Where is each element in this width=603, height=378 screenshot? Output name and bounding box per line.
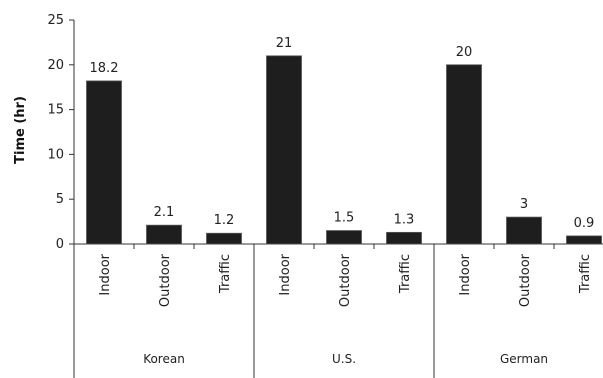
group-label: U.S. [332, 352, 356, 366]
data-label: 2.1 [154, 205, 175, 220]
bar-us-outdoor [326, 230, 362, 245]
data-label: 1.3 [394, 212, 415, 227]
y-tick-label: 0 [56, 237, 64, 252]
group-label: Korean [143, 352, 185, 366]
data-label: 3 [520, 197, 528, 212]
data-label: 1.5 [334, 211, 355, 226]
category-label: Traffic [398, 254, 413, 294]
y-tick-label: 20 [47, 58, 64, 73]
category-label: Indoor [458, 253, 473, 295]
y-tick-label: 5 [56, 192, 64, 207]
data-label: 0.9 [574, 216, 595, 231]
category-label: Indoor [98, 253, 113, 295]
bar-german-traffic [566, 235, 602, 245]
category-label: Traffic [578, 254, 593, 294]
y-tick-label: 15 [47, 103, 64, 118]
group-label: German [500, 352, 548, 366]
category-label: Outdoor [338, 253, 353, 307]
y-tick-label: 25 [47, 13, 64, 28]
labels: 18.2 Indoor 2.1 Outdoor 1.2 Traffic Korean 21 In… [90, 36, 595, 366]
bar-us-indoor [266, 55, 302, 245]
bars [86, 55, 602, 245]
data-label: 1.2 [214, 213, 235, 228]
bar-german-indoor [446, 64, 482, 245]
y-tick-label: 10 [47, 147, 64, 162]
axes: 0 5 10 15 20 25 [47, 13, 603, 378]
category-label: Indoor [278, 253, 293, 295]
bar-korean-indoor [86, 80, 122, 245]
bar-korean-traffic [206, 232, 242, 245]
data-label: 21 [276, 36, 293, 51]
data-label: 18.2 [90, 61, 119, 76]
data-label: 20 [456, 45, 473, 60]
bar-us-traffic [386, 231, 422, 245]
category-label: Traffic [218, 254, 233, 294]
category-label: Outdoor [518, 253, 533, 307]
y-axis-title: Time (hr) [13, 96, 28, 164]
bar-german-outdoor [506, 216, 542, 245]
bar-korean-outdoor [146, 224, 182, 245]
category-label: Outdoor [158, 253, 173, 307]
